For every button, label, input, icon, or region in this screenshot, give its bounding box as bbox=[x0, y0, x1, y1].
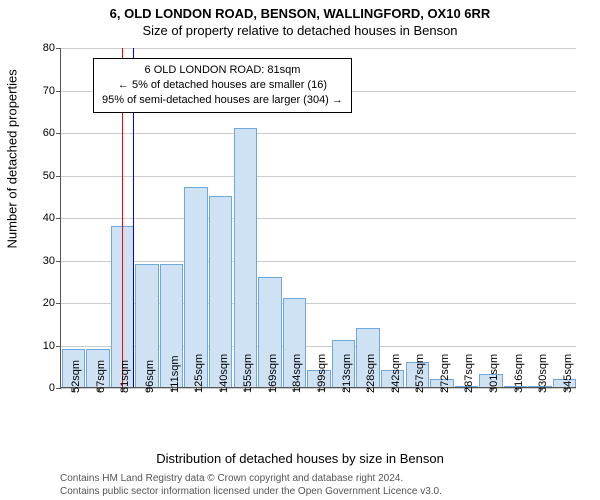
histogram-bar bbox=[234, 128, 257, 387]
xtick-label: 111sqm bbox=[169, 355, 181, 393]
ytick-mark bbox=[56, 133, 61, 134]
annotation-line: 95% of semi-detached houses are larger (… bbox=[102, 93, 343, 108]
ytick-label: 40 bbox=[43, 212, 55, 224]
ytick-label: 0 bbox=[49, 382, 55, 394]
xtick-label: 330sqm bbox=[537, 354, 549, 393]
y-axis-label: Number of detached properties bbox=[5, 69, 20, 248]
ytick-mark bbox=[56, 91, 61, 92]
page-title-address: 6, OLD LONDON ROAD, BENSON, WALLINGFORD,… bbox=[0, 0, 600, 21]
x-axis-label: Distribution of detached houses by size … bbox=[0, 451, 600, 466]
ytick-mark bbox=[56, 303, 61, 304]
xtick-label: 316sqm bbox=[513, 354, 525, 393]
footer-line-1: Contains HM Land Registry data © Crown c… bbox=[60, 472, 442, 485]
xtick-label: 184sqm bbox=[291, 354, 303, 393]
ytick-label: 10 bbox=[43, 340, 55, 352]
annotation-line: ← 5% of detached houses are smaller (16) bbox=[102, 78, 343, 93]
xtick-label: 67sqm bbox=[95, 360, 107, 393]
xtick-label: 345sqm bbox=[562, 354, 574, 393]
ytick-mark bbox=[56, 218, 61, 219]
annotation-callout: 6 OLD LONDON ROAD: 81sqm← 5% of detached… bbox=[93, 58, 352, 113]
ytick-label: 30 bbox=[43, 255, 55, 267]
page-title-subtitle: Size of property relative to detached ho… bbox=[0, 21, 600, 38]
ytick-mark bbox=[56, 261, 61, 262]
ytick-label: 70 bbox=[43, 85, 55, 97]
xtick-label: 140sqm bbox=[218, 354, 230, 393]
ytick-mark bbox=[56, 48, 61, 49]
xtick-label: 213sqm bbox=[341, 354, 353, 393]
xtick-label: 52sqm bbox=[70, 360, 82, 393]
ytick-mark bbox=[56, 346, 61, 347]
xtick-label: 228sqm bbox=[365, 354, 377, 393]
ytick-label: 60 bbox=[43, 127, 55, 139]
ytick-mark bbox=[56, 176, 61, 177]
xtick-label: 287sqm bbox=[463, 354, 475, 393]
xtick-label: 125sqm bbox=[193, 354, 205, 393]
xtick-label: 257sqm bbox=[414, 354, 426, 393]
chart-area: 01020304050607080 52sqm67sqm81sqm96sqm11… bbox=[60, 48, 576, 388]
xtick-label: 272sqm bbox=[439, 354, 451, 393]
ytick-label: 50 bbox=[43, 170, 55, 182]
footer-attribution: Contains HM Land Registry data © Crown c… bbox=[60, 472, 442, 498]
xtick-label: 96sqm bbox=[144, 360, 156, 393]
footer-line-2: Contains public sector information licen… bbox=[60, 485, 442, 498]
xtick-label: 155sqm bbox=[242, 354, 254, 393]
xtick-label: 81sqm bbox=[119, 360, 131, 393]
ytick-label: 80 bbox=[43, 42, 55, 54]
ytick-label: 20 bbox=[43, 297, 55, 309]
plot-area: 01020304050607080 52sqm67sqm81sqm96sqm11… bbox=[60, 48, 576, 388]
ytick-mark bbox=[56, 388, 61, 389]
xtick-label: 301sqm bbox=[488, 354, 500, 393]
annotation-line: 6 OLD LONDON ROAD: 81sqm bbox=[102, 63, 343, 78]
xtick-label: 199sqm bbox=[316, 354, 328, 393]
xtick-label: 169sqm bbox=[267, 354, 279, 393]
xtick-label: 242sqm bbox=[390, 354, 402, 393]
